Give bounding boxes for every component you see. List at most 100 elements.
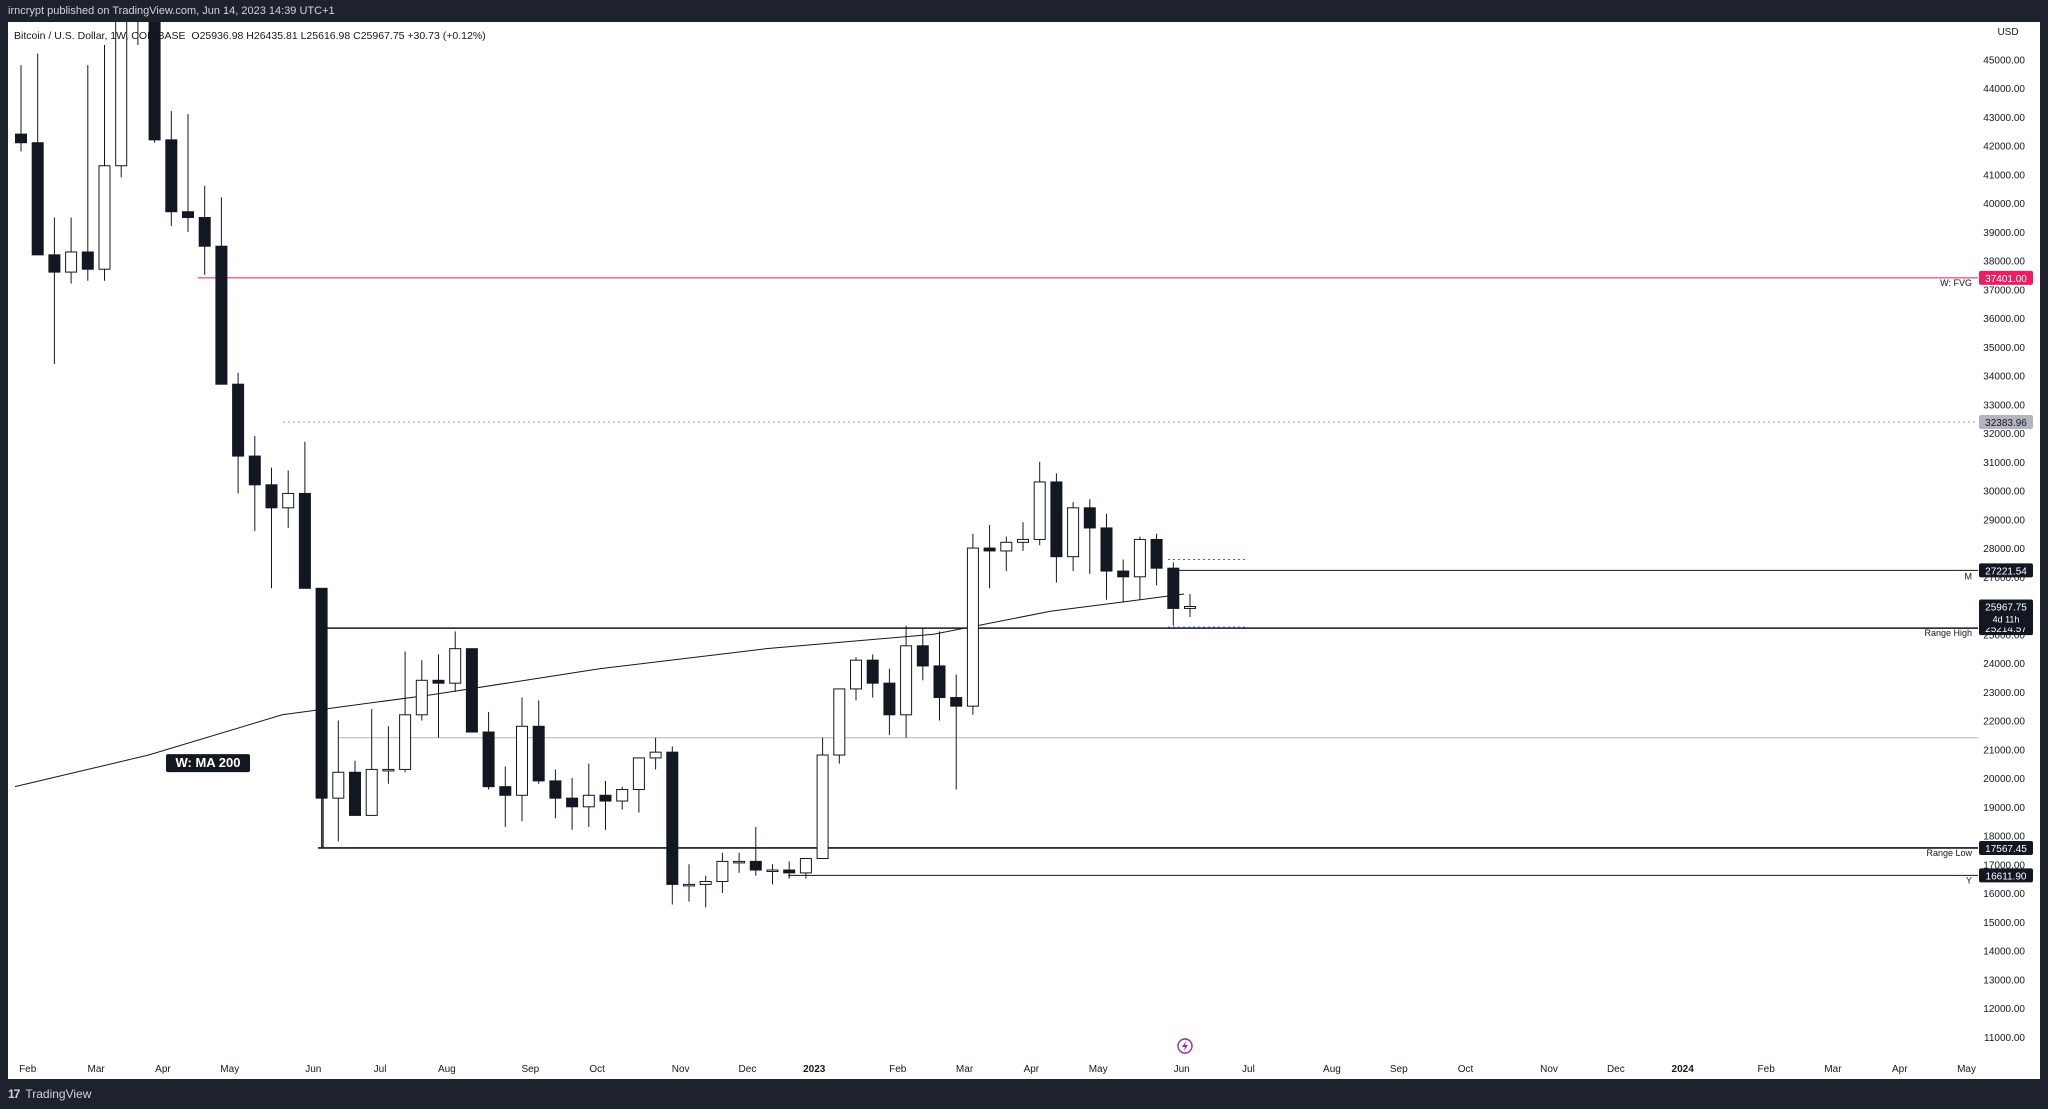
candle bbox=[1167, 562, 1180, 626]
level-tag-text: 32383.96 bbox=[1985, 418, 2027, 429]
candle-body bbox=[115, 12, 128, 167]
level-tag-text: 37401.00 bbox=[1985, 274, 2027, 285]
candle bbox=[365, 709, 378, 816]
footer-bar: 17 TradingView bbox=[0, 1079, 2048, 1109]
candle-body bbox=[966, 547, 979, 707]
chart-svg[interactable]: W: FVG M Range High Range Low Y W: MA 200 USD 4… bbox=[8, 0, 2040, 1079]
level-tag-bg bbox=[1979, 415, 2033, 430]
candle-body bbox=[1150, 538, 1163, 569]
candle bbox=[1150, 533, 1163, 586]
candle-body bbox=[699, 881, 712, 885]
x-tick-label: Feb bbox=[19, 1064, 37, 1075]
candle bbox=[1133, 536, 1146, 600]
candle-body bbox=[1100, 527, 1113, 572]
ma200-label-text: W: MA 200 bbox=[175, 755, 240, 770]
candle-body bbox=[549, 780, 562, 799]
candle bbox=[649, 737, 662, 770]
candle-body bbox=[415, 679, 428, 716]
level-tag-text: 16611.90 bbox=[1986, 871, 2027, 882]
tradingview-logo[interactable]: 17 TradingView bbox=[8, 1087, 91, 1101]
y-tick-label: 32000.00 bbox=[1983, 429, 2025, 440]
legend-ohlc: O25936.98 H26435.81 L25616.98 C25967.75 … bbox=[191, 30, 486, 42]
candle bbox=[950, 674, 963, 790]
candle bbox=[616, 786, 629, 810]
y-tick-label: 27000.00 bbox=[1983, 573, 2025, 584]
y-tick-label: 35000.00 bbox=[1983, 343, 2025, 354]
tradingview-logo-icon: 17 bbox=[8, 1087, 20, 1101]
chart-area[interactable]: W: FVG M Range High Range Low Y W: MA 200 USD 4… bbox=[8, 0, 2040, 1079]
candle-body bbox=[733, 860, 746, 864]
level-tag-bg bbox=[1979, 868, 2033, 883]
candle-body bbox=[282, 492, 295, 509]
candle-body bbox=[1133, 538, 1146, 578]
candle-body bbox=[582, 794, 595, 808]
y-tick-label: 21000.00 bbox=[1983, 745, 2025, 756]
candle-body bbox=[315, 587, 328, 799]
candle bbox=[215, 197, 228, 385]
candle bbox=[1033, 461, 1046, 546]
level-tag: 27221.54 bbox=[1979, 563, 2033, 578]
legend-symbol: Bitcoin / U.S. Dollar, 1W, COINBASE bbox=[14, 30, 186, 42]
candle-body bbox=[198, 216, 211, 247]
candle-body bbox=[616, 789, 629, 802]
candle bbox=[31, 53, 44, 256]
candle-body bbox=[1033, 481, 1046, 540]
candle bbox=[1017, 522, 1029, 551]
candle-body bbox=[248, 455, 261, 486]
y-tick-label: 28000.00 bbox=[1983, 544, 2025, 555]
candle-body bbox=[81, 251, 94, 270]
candle bbox=[632, 757, 645, 813]
candle bbox=[783, 861, 796, 879]
candle-body bbox=[599, 794, 612, 802]
candle bbox=[315, 587, 328, 848]
x-tick-label: Apr bbox=[1892, 1064, 1908, 1075]
y-tick-label: 22000.00 bbox=[1983, 717, 2025, 728]
level-tag: 32383.96 bbox=[1979, 415, 2033, 430]
candle bbox=[699, 875, 712, 908]
candle-body bbox=[1050, 481, 1063, 558]
candle-body bbox=[866, 659, 879, 684]
y-tick-label: 33000.00 bbox=[1983, 400, 2025, 411]
y-tick-label: 20000.00 bbox=[1983, 774, 2025, 785]
level-note: Range Low bbox=[1926, 848, 1972, 858]
candle-body bbox=[382, 768, 395, 772]
y-tick-label: 16000.00 bbox=[1983, 889, 2025, 900]
candle-body bbox=[883, 682, 896, 716]
candle-body bbox=[1117, 570, 1130, 578]
x-tick-label: Mar bbox=[1824, 1064, 1842, 1075]
candle-body bbox=[1067, 507, 1080, 558]
candle-body bbox=[683, 883, 695, 887]
level-tag: 16611.90 bbox=[1979, 868, 2033, 883]
y-tick-label: 11000.00 bbox=[1984, 1033, 2025, 1044]
candle bbox=[198, 185, 211, 275]
brand-name: TradingView bbox=[25, 1087, 92, 1101]
candle bbox=[1083, 499, 1096, 574]
level-tag: 17567.45 bbox=[1979, 840, 2033, 855]
candle-body bbox=[666, 751, 679, 885]
candle bbox=[182, 113, 194, 232]
time-axis: Feb Mar Apr May Jun Jul Aug Sep Oct Nov Dec 2023 Feb… bbox=[19, 1064, 1976, 1075]
x-tick-label: Jun bbox=[1174, 1064, 1190, 1075]
candle bbox=[716, 852, 729, 894]
candle bbox=[532, 700, 545, 784]
candle bbox=[232, 372, 245, 494]
candle bbox=[599, 780, 612, 830]
y-tick-label: 24000.00 bbox=[1983, 659, 2025, 670]
x-tick-label: Apr bbox=[1024, 1064, 1040, 1075]
chart-legend: Bitcoin / U.S. Dollar, 1W, COINBASE O259… bbox=[14, 30, 486, 42]
candle-body bbox=[850, 659, 862, 690]
candle bbox=[115, 0, 128, 178]
x-tick-label: Nov bbox=[672, 1064, 690, 1075]
candle-body bbox=[298, 492, 311, 589]
y-tick-label: 17000.00 bbox=[1983, 860, 2025, 871]
x-tick-label: Jul bbox=[374, 1064, 387, 1075]
y-tick-label: 30000.00 bbox=[1983, 487, 2025, 498]
y-tick-label: 25000.00 bbox=[1983, 630, 2025, 641]
candle bbox=[966, 533, 979, 715]
candle-body bbox=[98, 165, 111, 270]
candle-body bbox=[950, 697, 963, 707]
candle-body bbox=[449, 648, 462, 684]
candle bbox=[282, 470, 295, 528]
y-tick-label: 43000.00 bbox=[1983, 113, 2025, 124]
ma200-label: W: MA 200 bbox=[166, 754, 250, 773]
